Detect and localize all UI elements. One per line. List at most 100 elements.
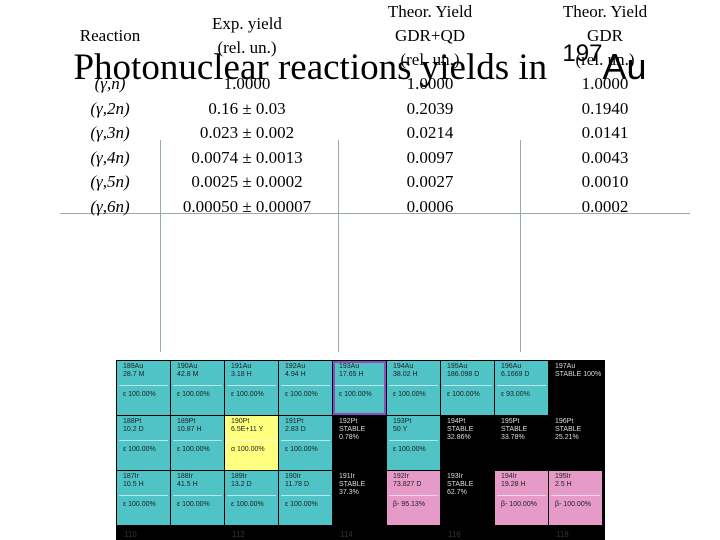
nuclide-name: 195Au <box>447 363 468 370</box>
nuclide-halflife: 13.2 D <box>231 481 252 488</box>
gdrqd-header-line: (rel. un.) <box>400 50 460 69</box>
reaction-column: Reaction (γ,n) (γ,2n) (γ,3n) (γ,4n) (γ,5n) (γ… <box>40 0 180 219</box>
nuclide-halflife: STABLE 33.78% <box>501 426 528 441</box>
gdrqd-cell: 1.0000 <box>406 74 454 93</box>
nuclide-cell: 192Au 4.94 H ε 100.00% <box>279 361 332 415</box>
nuclide-decay: ε 100.00% <box>177 501 210 508</box>
nuclide-cell: 193Ir STABLE 62.7% <box>441 471 494 525</box>
nuclide-name: 192Ir <box>393 473 409 480</box>
gdrqd-cell: 0.0214 <box>406 123 454 142</box>
nuclide-halflife: 2.83 D <box>285 426 306 433</box>
cell-divider <box>281 440 330 441</box>
nuclide-halflife: 73.827 D <box>393 481 422 488</box>
exp-cell: 0.023 ± 0.002 <box>199 123 295 142</box>
nuclide-decay: ε 100.00% <box>177 446 210 453</box>
reaction-cell: (γ,6n) <box>90 196 130 216</box>
nuclide-cell: 192Pt STABLE 0.78% <box>333 416 386 470</box>
nuclide-halflife: 10.2 D <box>123 426 144 433</box>
nuclide-name: 194Au <box>393 363 414 370</box>
reaction-cell: (γ,3n) <box>90 123 130 142</box>
nuclide-name: 190Ir <box>285 473 301 480</box>
gdr-cell: 0.0141 <box>581 123 629 142</box>
cell-divider <box>173 495 222 496</box>
nuclide-cell: 192Ir 73.827 D β- 95.13% <box>387 471 440 525</box>
nuclide-halflife: 50 Y <box>393 426 408 433</box>
nuclide-halflife: 6.1669 D <box>501 371 530 378</box>
nuclide-halflife: 38.02 H <box>393 371 418 378</box>
nuclide-decay: ε 100.00% <box>285 501 318 508</box>
cell-divider <box>119 385 168 386</box>
table-divider <box>338 140 339 352</box>
nuclide-cell: 188Pt 10.2 D ε 100.00% <box>117 416 170 470</box>
cell-divider <box>497 495 546 496</box>
nuclide-halflife: 2.5 H <box>555 481 572 488</box>
nuclide-cell: 187Ir 10.5 H ε 100.00% <box>117 471 170 525</box>
cell-divider <box>281 495 330 496</box>
nuclide-decay: β- 100.00% <box>555 501 591 508</box>
reaction-cell: (γ,4n) <box>90 147 130 167</box>
table-divider <box>520 140 521 352</box>
exp-header-line: (rel. un.) <box>217 38 277 57</box>
gdrqd-header-line: GDR+QD <box>394 26 466 45</box>
nuclide-cell: 189Pt 10.87 H ε 100.00% <box>171 416 224 470</box>
gdr-header-line: GDR <box>587 26 623 45</box>
nuclide-name: 194Ir <box>501 473 517 480</box>
gdrqd-cell: 0.0006 <box>406 196 454 216</box>
gdr-header-line: (rel. un.) <box>575 50 635 69</box>
nuclide-halflife: 3.18 H <box>231 371 252 378</box>
nuclide-cell: 194Au 38.02 H ε 100.00% <box>387 361 440 415</box>
cell-divider <box>443 385 492 386</box>
gdrqd-column: Theor. Yield GDR+QD (rel. un.) 1.0000 0.2… <box>345 0 515 219</box>
nuclide-decay: ε 100.00% <box>393 446 426 453</box>
axis-tick-label: 116 <box>448 530 461 539</box>
nuclide-cell: 189Ir 13.2 D ε 100.00% <box>225 471 278 525</box>
nuclide-cell: 195Au 186.098 D ε 100.00% <box>441 361 494 415</box>
nuclide-decay: ε 100.00% <box>231 501 264 508</box>
axis-tick-label: 118 <box>556 530 569 539</box>
nuclide-chart: 189Au 28.7 M ε 100.00% 190Au 42.8 M ε 100.00%… <box>116 360 605 540</box>
cell-divider <box>389 495 438 496</box>
gdr-cell: 0.0002 <box>581 196 629 216</box>
axis-tick-label: 114 <box>340 530 353 539</box>
nuclide-halflife: 41.5 H <box>177 481 198 488</box>
nuclide-name: 197Au <box>555 363 576 370</box>
reaction-cell: (γ,2n) <box>90 98 130 118</box>
nuclide-cell: 190Au 42.8 M ε 100.00% <box>171 361 224 415</box>
nuclide-decay: ε 100.00% <box>285 446 318 453</box>
nuclide-decay: ε 100.00% <box>123 501 156 508</box>
nuclide-halflife: STABLE 62.7% <box>447 481 474 496</box>
cell-divider <box>227 495 276 496</box>
nuclide-name: 191Ir <box>339 473 355 480</box>
nuclide-cell: 195Pt STABLE 33.78% <box>495 416 548 470</box>
nuclide-decay: β- 100.00% <box>501 501 537 508</box>
nuclide-halflife: 28.7 M <box>123 371 145 378</box>
nuclide-name: 190Au <box>177 363 198 370</box>
nuclide-name: 192Au <box>285 363 306 370</box>
nuclide-decay: ε 100.00% <box>231 391 264 398</box>
gdrqd-cell: 0.0097 <box>406 147 454 167</box>
nuclide-halflife: STABLE 37.3% <box>339 481 366 496</box>
axis-tick-label: 112 <box>232 530 245 539</box>
nuclide-decay: ε 100.00% <box>177 391 210 398</box>
nuclide-cell: 193Au 17.65 H ε 100.00% <box>333 361 386 415</box>
gdr-cell: 1.0000 <box>581 74 629 93</box>
gdr-cell: 0.0043 <box>581 147 629 167</box>
nuclide-halflife: 17.65 H <box>339 371 364 378</box>
nuclide-halflife: 10.5 H <box>123 481 144 488</box>
exp-cell: 1.0000 <box>223 74 271 93</box>
cell-divider <box>551 495 600 496</box>
cell-divider <box>173 440 222 441</box>
nuclide-halflife: 42.8 M <box>177 371 199 378</box>
reaction-cell: (γ,5n) <box>90 172 130 191</box>
axis-tick-label: 110 <box>124 530 137 539</box>
nuclide-cell: 196Pt STABLE 25.21% <box>549 416 602 470</box>
table-divider <box>160 140 161 352</box>
nuclide-cell: 194Pt STABLE 32.86% <box>441 416 494 470</box>
nuclide-halflife: STABLE 32.86% <box>447 426 474 441</box>
exp-cell: 0.0074 ± 0.0013 <box>191 147 303 167</box>
cell-divider <box>227 440 276 441</box>
nuclide-name: 193Ir <box>447 473 463 480</box>
nuclide-cell: 196Au 6.1669 D ε 93.00% <box>495 361 548 415</box>
nuclide-halflife: 11.78 D <box>285 481 309 488</box>
gdrqd-cell: 0.0027 <box>406 172 454 191</box>
